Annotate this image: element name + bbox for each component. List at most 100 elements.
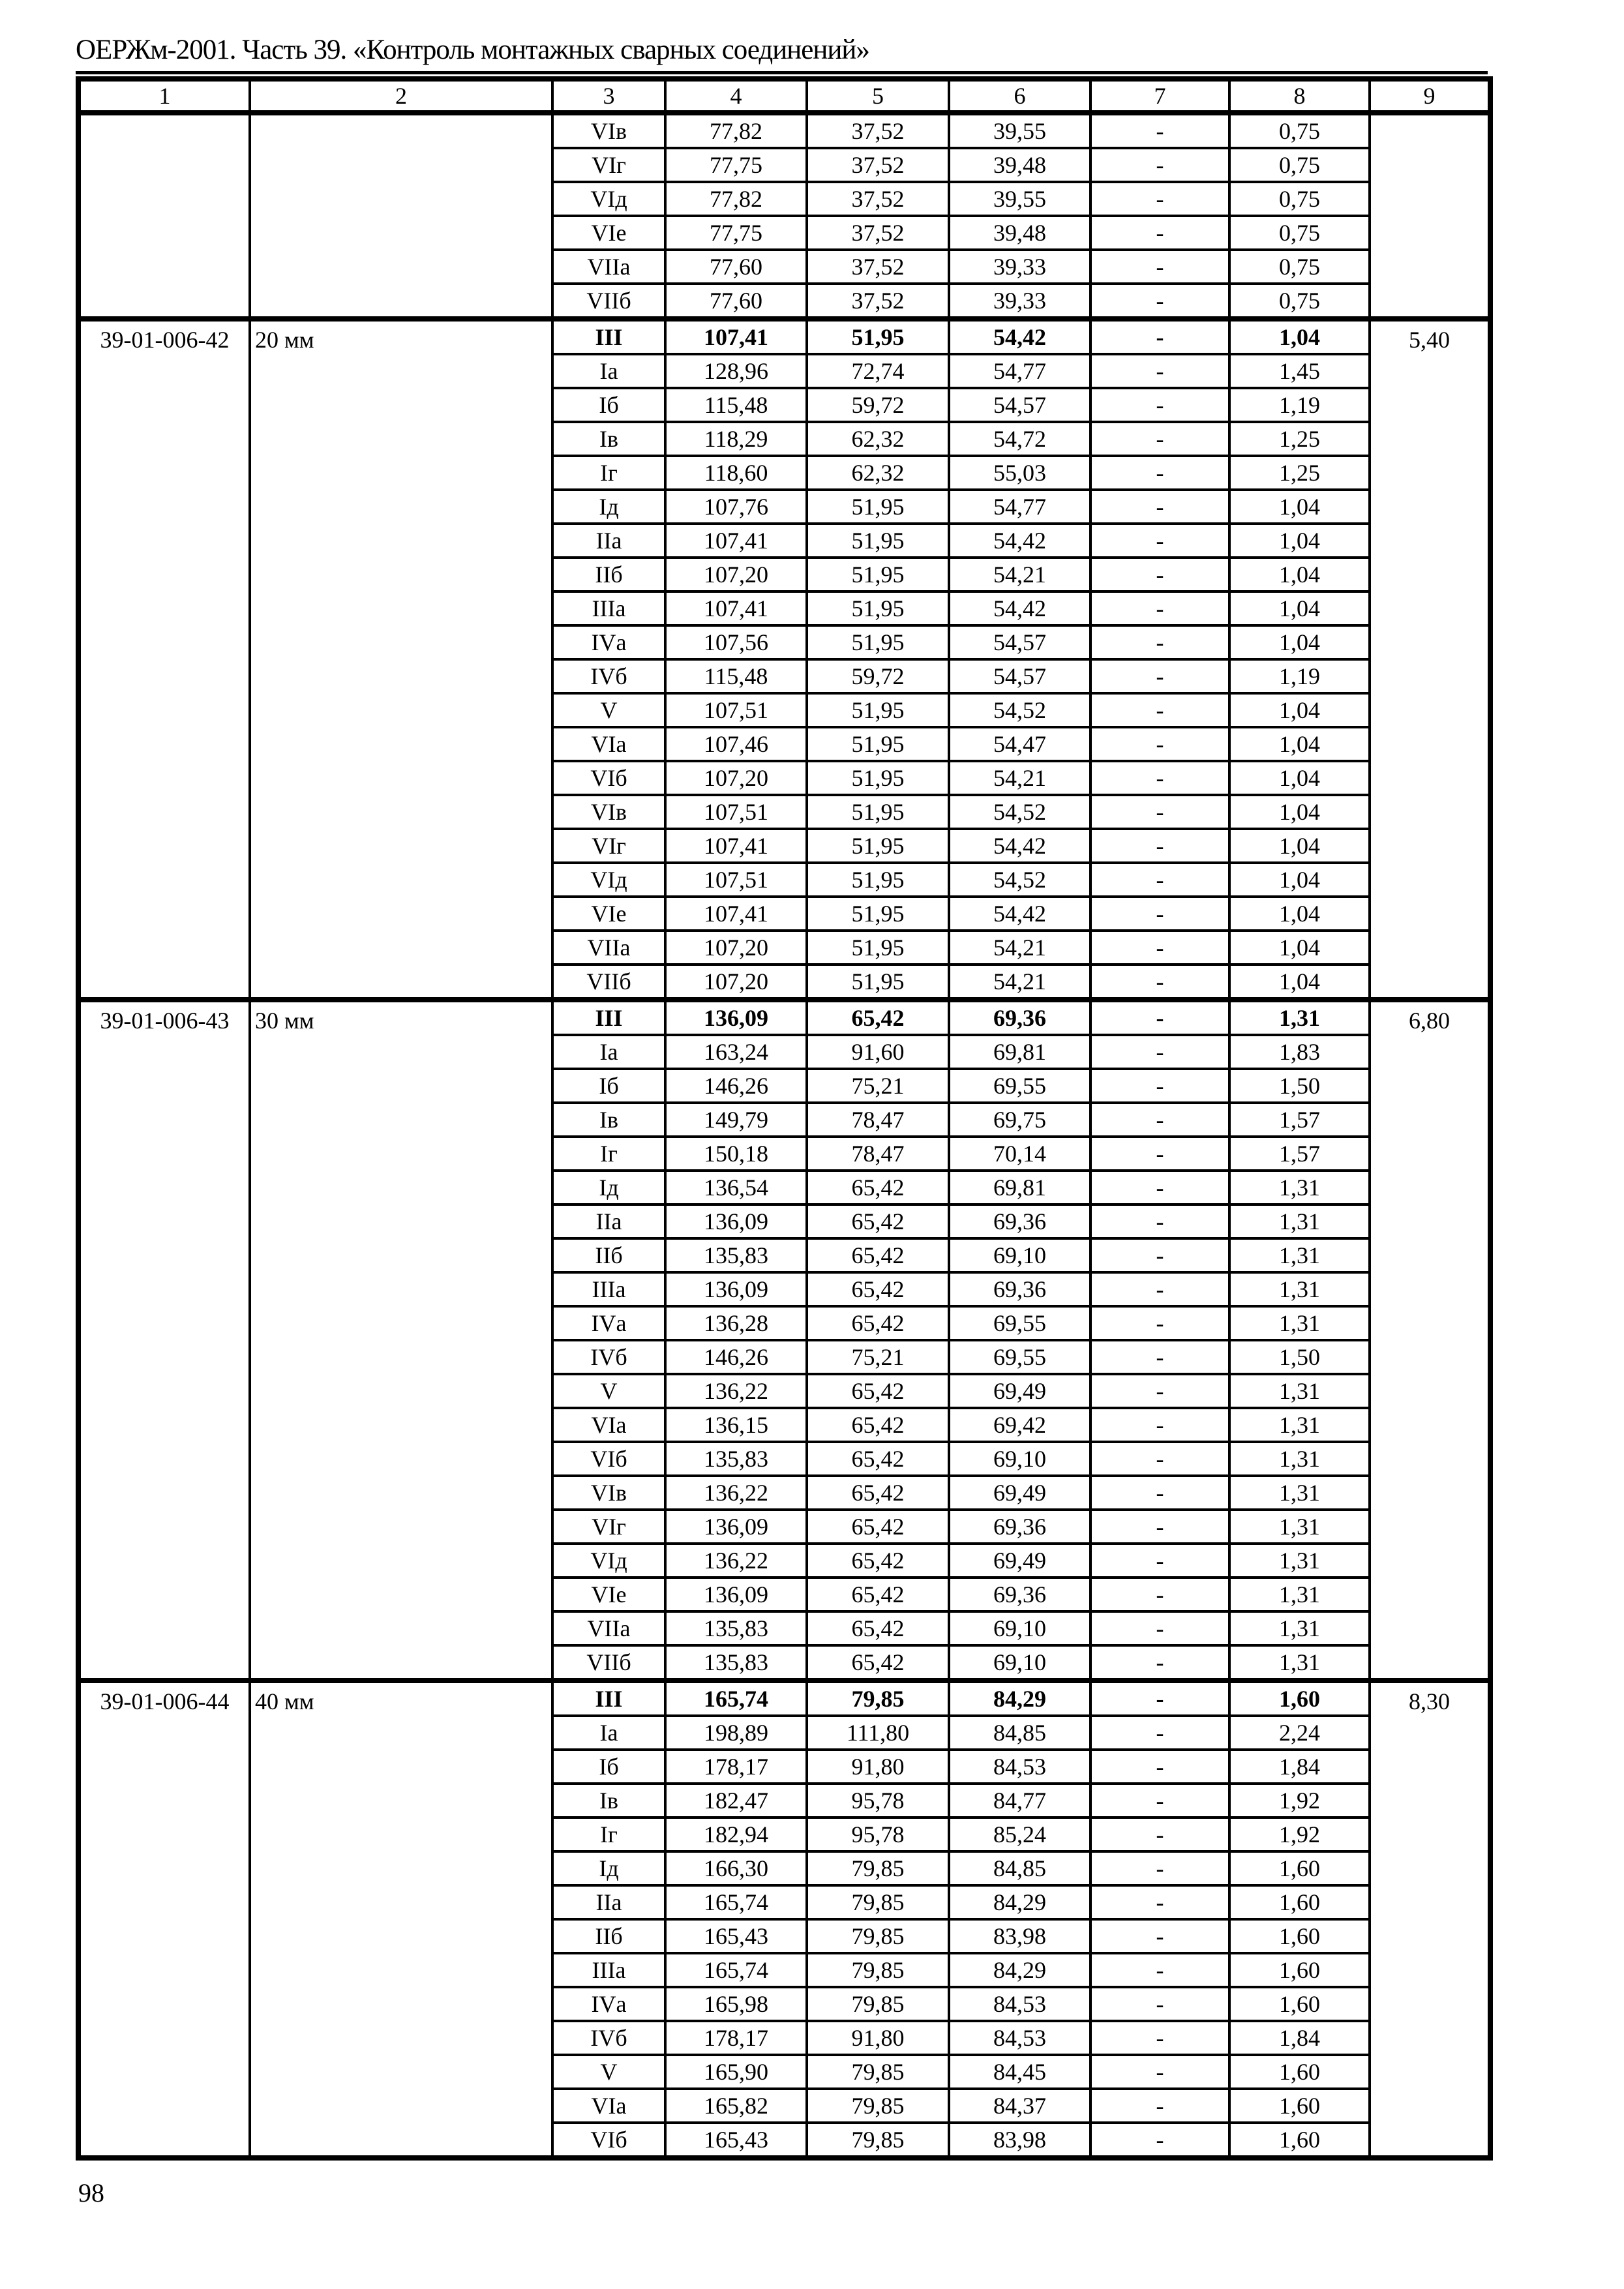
data-cell: 198,89 xyxy=(664,1714,808,1752)
data-cell: 163,24 xyxy=(664,1034,808,1071)
data-cell: 69,10 xyxy=(948,1441,1092,1478)
data-cell: 136,54 xyxy=(664,1169,808,1206)
data-cell: 107,20 xyxy=(664,556,808,593)
data-cell: Iб xyxy=(551,1748,667,1786)
data-cell: - xyxy=(1089,692,1231,729)
data-cell: 1,04 xyxy=(1228,316,1371,356)
data-cell: 107,20 xyxy=(664,963,808,1002)
data-cell: 1,50 xyxy=(1228,1068,1371,1105)
data-cell: 77,60 xyxy=(664,282,808,321)
data-cell: - xyxy=(1089,316,1231,356)
data-cell: 1,84 xyxy=(1228,1748,1371,1786)
data-cell: 1,31 xyxy=(1228,1169,1371,1206)
table-row: VIг 136,09 65,42 69,36-1,31 xyxy=(78,1508,1490,1546)
table-row: Iв 149,79 78,47 69,75-1,57 xyxy=(78,1101,1490,1139)
data-cell: Iд xyxy=(551,1169,667,1206)
data-cell: - xyxy=(1089,590,1231,627)
data-cell: 84,37 xyxy=(948,2087,1092,2125)
data-cell: - xyxy=(1089,353,1231,390)
data-cell: Iв xyxy=(551,1782,667,1819)
data-cell: VIIб xyxy=(551,282,667,321)
data-cell: 1,92 xyxy=(1228,1782,1371,1819)
data-cell: 1,57 xyxy=(1228,1135,1371,1173)
data-cell: - xyxy=(1089,1508,1231,1546)
table-row: VIв 77,82 37,52 39,55-0,75 xyxy=(77,110,1492,321)
data-cell: 1,31 xyxy=(1228,1373,1371,1410)
data-cell: 54,52 xyxy=(948,794,1092,831)
data-cell: - xyxy=(1089,658,1231,695)
data-cell: 1,04 xyxy=(1228,726,1371,763)
data-cell: 51,95 xyxy=(805,760,950,797)
data-cell: 1,04 xyxy=(1228,895,1371,933)
table-body: VIв 77,82 37,52 39,55-0,75 VIг 77,75 37,52 39,4… xyxy=(77,110,1492,2160)
data-cell: - xyxy=(1089,1135,1231,1173)
table-row: Iд 107,76 51,95 54,77-1,04 xyxy=(78,488,1490,526)
data-cell: - xyxy=(1089,1169,1231,1206)
data-cell: 136,09 xyxy=(664,1508,808,1546)
data-cell: 77,82 xyxy=(664,181,808,218)
data-cell: 51,95 xyxy=(805,590,950,627)
table-row: Iв 118,29 62,32 54,72-1,25 xyxy=(78,421,1490,458)
data-cell: 2,24 xyxy=(1228,1714,1371,1752)
data-cell: - xyxy=(1089,1474,1231,1512)
data-cell: Iб xyxy=(551,387,667,424)
data-cell: 128,96 xyxy=(664,353,808,390)
data-cell: 118,29 xyxy=(664,421,808,458)
data-cell: 39,55 xyxy=(948,181,1092,218)
column-header-3: 3 xyxy=(551,78,667,116)
data-cell: - xyxy=(1089,1271,1231,1308)
data-cell: 77,75 xyxy=(664,215,808,252)
table-row: VIа 136,15 65,42 69,42-1,31 xyxy=(78,1407,1490,1444)
data-cell: 1,31 xyxy=(1228,1576,1371,1613)
data-cell: - xyxy=(1089,248,1231,286)
table-row: Iд 166,30 79,85 84,85-1,60 xyxy=(78,1850,1490,1887)
data-cell: 0,75 xyxy=(1228,110,1371,150)
data-cell: 77,75 xyxy=(664,147,808,184)
data-cell: Iг xyxy=(551,1135,667,1173)
data-cell: 65,42 xyxy=(805,997,950,1037)
data-cell: - xyxy=(1089,1610,1231,1647)
data-cell: VIв xyxy=(551,1474,667,1512)
data-cell: 69,36 xyxy=(948,1576,1092,1613)
data-cell: - xyxy=(1089,522,1231,560)
table-row: VIг 77,75 37,52 39,48-0,75 xyxy=(78,147,1490,184)
data-cell: 39,48 xyxy=(948,147,1092,184)
data-cell: 136,09 xyxy=(664,997,808,1037)
data-cell: 70,14 xyxy=(948,1135,1092,1173)
data-cell: 1,31 xyxy=(1228,1203,1371,1240)
data-cell: 1,04 xyxy=(1228,522,1371,560)
table-row: Iа 128,96 72,74 54,77-1,45 xyxy=(78,353,1490,390)
data-cell: 149,79 xyxy=(664,1101,808,1139)
data-cell: 1,60 xyxy=(1228,2054,1371,2091)
data-cell: 0,75 xyxy=(1228,147,1371,184)
data-cell: IVб xyxy=(551,658,667,695)
data-cell: 1,04 xyxy=(1228,861,1371,899)
data-cell: 69,55 xyxy=(948,1339,1092,1376)
data-cell: 69,36 xyxy=(948,1203,1092,1240)
data-cell: 115,48 xyxy=(664,658,808,695)
data-cell: IVа xyxy=(551,1986,667,2023)
data-cell: 54,42 xyxy=(948,590,1092,627)
data-cell: - xyxy=(1089,1748,1231,1786)
data-cell: - xyxy=(1089,215,1231,252)
data-cell: 1,60 xyxy=(1228,1884,1371,1921)
data-cell: 84,85 xyxy=(948,1714,1092,1752)
data-cell: 136,15 xyxy=(664,1407,808,1444)
data-cell: 65,42 xyxy=(805,1203,950,1240)
data-cell: 65,42 xyxy=(805,1542,950,1579)
data-cell: 62,32 xyxy=(805,455,950,492)
data-cell: 79,85 xyxy=(805,1986,950,2023)
column-header-1: 1 xyxy=(77,78,251,116)
data-cell: 79,85 xyxy=(805,1678,950,1718)
data-cell: - xyxy=(1089,1644,1231,1683)
data-cell: 65,42 xyxy=(805,1508,950,1546)
data-cell: 1,60 xyxy=(1228,1850,1371,1887)
table-row: Iг 150,18 78,47 70,14-1,57 xyxy=(78,1135,1490,1173)
data-cell: 1,92 xyxy=(1228,1816,1371,1853)
data-cell: 91,80 xyxy=(805,1748,950,1786)
data-cell: 65,42 xyxy=(805,1305,950,1342)
data-cell: 51,95 xyxy=(805,794,950,831)
data-cell: 84,53 xyxy=(948,1748,1092,1786)
data-cell: 1,45 xyxy=(1228,353,1371,390)
table-row: 39-01-006-43 30 мм III 136,09 65,42 69,36-1,3… xyxy=(77,997,1492,1683)
